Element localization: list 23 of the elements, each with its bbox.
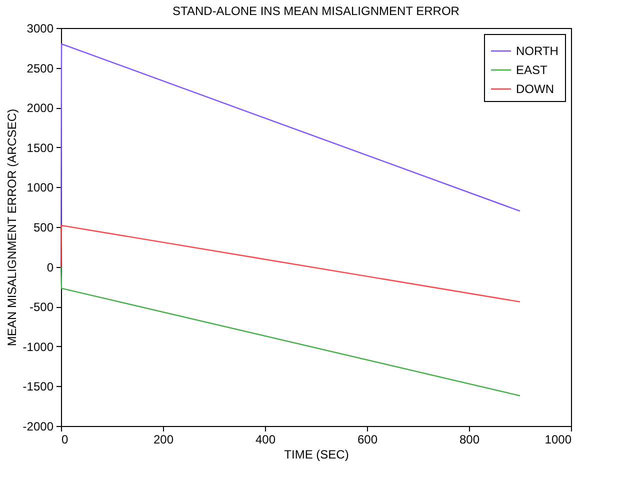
y-tick-label: -500 xyxy=(29,300,54,314)
x-tick-label: 1000 xyxy=(544,432,572,446)
y-tick-label: 1500 xyxy=(26,140,54,155)
y-tick-label: 3000 xyxy=(26,22,54,36)
y-tick-label: 2000 xyxy=(26,101,54,116)
x-tick-label: 600 xyxy=(357,432,378,446)
y-tick-label: 1000 xyxy=(26,180,54,195)
x-tick-label: 0 xyxy=(62,432,68,446)
y-tick-label: -1500 xyxy=(22,380,54,394)
x-tick-label: 400 xyxy=(255,432,276,446)
x-tick-label: 200 xyxy=(153,432,174,446)
legend-label: DOWN xyxy=(516,82,554,96)
y-tick-label: -1000 xyxy=(22,340,54,354)
y-tick-label: 0 xyxy=(46,260,54,274)
chart-title: STAND-ALONE INS MEAN MISALIGNMENT ERROR xyxy=(172,4,460,18)
x-tick-label: 800 xyxy=(459,432,480,446)
x-axis-title: TIME (SEC) xyxy=(284,448,349,462)
legend-label: NORTH xyxy=(516,44,558,58)
y-axis-title: MEAN MISALIGNMENT ERROR (ARCSEC) xyxy=(4,108,19,346)
y-tick-label: -2000 xyxy=(22,420,54,434)
legend-label: EAST xyxy=(516,63,548,77)
y-tick-label: 2500 xyxy=(26,61,54,76)
y-tick-label: 500 xyxy=(33,220,54,234)
